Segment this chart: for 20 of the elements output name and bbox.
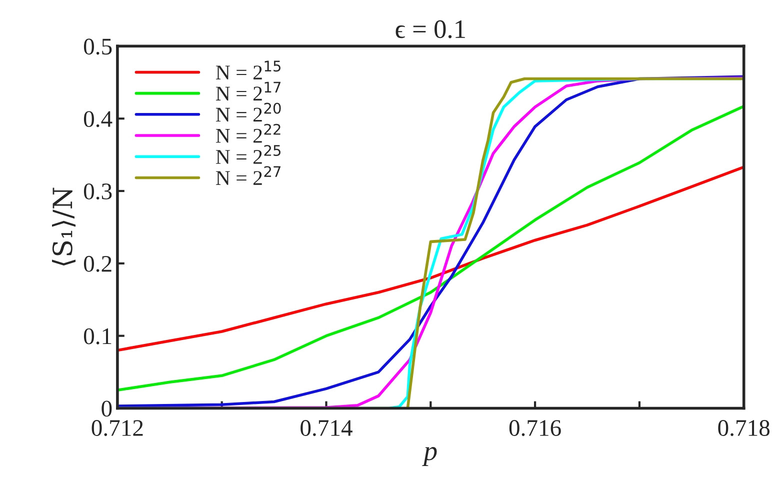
legend-label: N = 2$^{15}$	[216, 60, 280, 80]
x-tick-label: 0.716	[509, 420, 561, 436]
legend-label: N = 2$^{27}$	[216, 166, 281, 185]
y-tick-label: 0.2	[84, 256, 112, 272]
legend-label: N = 2$^{22}$	[216, 124, 280, 143]
chart-title: ϵ = 0.1	[396, 20, 465, 38]
y-tick-label: 0.5	[84, 38, 112, 55]
x-tick-label: 0.712	[92, 420, 143, 436]
x-tick-label: 0.718	[718, 420, 770, 436]
y-axis-title: ⟨S₁⟩/N	[52, 188, 76, 266]
x-axis-title: p	[422, 446, 437, 466]
y-tick-label: 0	[102, 400, 112, 417]
line-series	[117, 166, 744, 352]
legend-label: N = 2$^{25}$	[216, 144, 280, 164]
x-tick-label: 0.714	[300, 420, 352, 436]
legend-label: N = 2$^{17}$	[216, 82, 281, 100]
y-tick-label: 0.1	[84, 328, 112, 344]
y-tick-label: 0.3	[84, 183, 112, 200]
y-tick-label: 0.4	[84, 111, 112, 128]
legend-label: N = 2$^{20}$	[216, 102, 281, 122]
